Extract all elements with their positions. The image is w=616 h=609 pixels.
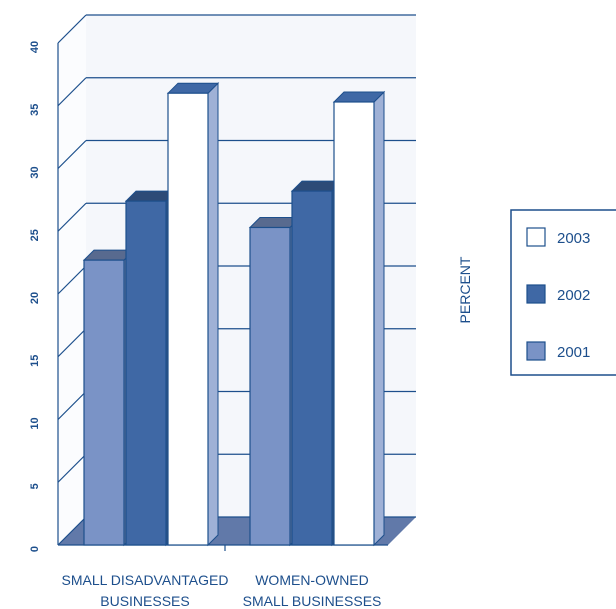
- y-tick-label: 10: [29, 417, 41, 429]
- legend-label: 2003: [557, 230, 590, 247]
- gridline-diagonal: [57, 391, 87, 420]
- bar-front: [291, 190, 333, 546]
- y-tick-label: 30: [29, 166, 41, 178]
- category-label: SMALL BUSINESSES: [243, 593, 382, 609]
- y-axis-label: PERCENT: [457, 256, 473, 323]
- y-tick-label: 20: [29, 292, 41, 304]
- bar-side: [373, 90, 385, 547]
- bar-front: [83, 259, 125, 546]
- bar-front: [333, 101, 375, 546]
- gridline-diagonal: [57, 14, 87, 44]
- bar-front: [167, 92, 209, 546]
- legend-label: 2001: [557, 344, 590, 361]
- category-label: WOMEN-OWNED: [255, 572, 369, 588]
- bars: [82, 81, 386, 547]
- gridline-diagonal: [57, 202, 87, 232]
- bar: [332, 90, 386, 547]
- gridline-diagonal: [57, 453, 87, 483]
- x-axis-categories: SMALL DISADVANTAGED BUSINESSES WOMEN-OWNED…: [61, 572, 381, 609]
- gridline-diagonal: [57, 516, 87, 546]
- gridline-diagonal: [57, 140, 87, 169]
- gridline-diagonal: [57, 328, 87, 358]
- legend: 2003 2002 2001: [510, 209, 616, 376]
- category-label: SMALL DISADVANTAGED: [61, 572, 228, 588]
- bar-front: [249, 226, 291, 546]
- gridline-diagonal: [57, 265, 87, 295]
- y-tick-label: 15: [29, 355, 41, 367]
- y-tick-label: 5: [29, 483, 41, 489]
- legend-swatch: [526, 227, 546, 247]
- bar-front: [125, 200, 167, 546]
- category-label: BUSINESSES: [100, 593, 189, 609]
- y-axis-ticks: 0 5 10 15 20 25 30 35 40: [29, 41, 41, 552]
- y-tick-label: 40: [29, 41, 41, 53]
- legend-swatch: [526, 284, 546, 304]
- gridline-diagonal: [57, 77, 87, 107]
- y-tick-label: 25: [29, 229, 41, 241]
- y-tick-label: 35: [29, 104, 41, 116]
- bar: [166, 81, 220, 547]
- bar-side: [207, 81, 219, 547]
- legend-swatch: [526, 341, 546, 361]
- legend-label: 2002: [557, 287, 590, 304]
- y-tick-label: 0: [29, 546, 41, 552]
